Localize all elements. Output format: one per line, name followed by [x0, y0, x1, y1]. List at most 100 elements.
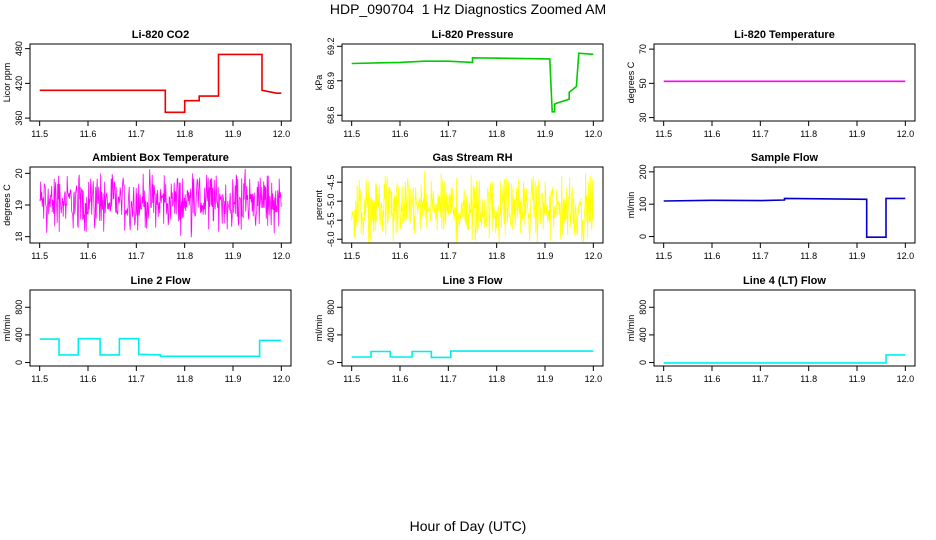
x-tick-label: 11.9	[225, 251, 242, 261]
y-tick-label: 200	[638, 164, 648, 179]
panel-0: Li-820 CO2 Licor ppm 11.5 11.6 11.7 11.8 11.9 1…	[2, 29, 292, 139]
y-axis-label: degrees C	[626, 61, 636, 103]
x-tick-label: 11.8	[488, 374, 505, 384]
x-tick-label: 11.6	[392, 374, 409, 384]
x-tick-label: 11.7	[752, 374, 769, 384]
y-axis-label: ml/min	[2, 315, 12, 342]
x-tick-label: 11.5	[655, 374, 672, 384]
panel-4: Gas Stream RH percent 11.5 11.6 11.7 11.8 11.9…	[314, 152, 604, 261]
x-tick-label: 11.8	[800, 251, 817, 261]
y-tick-label: 30	[638, 113, 648, 123]
y-tick-label: 800	[638, 300, 648, 315]
x-tick-label: 12.0	[897, 374, 915, 384]
plot-frame	[653, 166, 916, 244]
x-tick-label: 11.5	[31, 251, 48, 261]
y-axis-label: kPa	[314, 75, 324, 91]
y-axis-label: ml/min	[314, 315, 324, 342]
y-tick-label: 400	[326, 327, 336, 342]
x-tick-label: 11.9	[849, 129, 866, 139]
x-tick-label: 12.0	[273, 251, 291, 261]
x-tick-label: 11.8	[800, 129, 817, 139]
series-line	[351, 52, 594, 113]
panel-title: Li-820 Pressure	[432, 29, 514, 41]
series-line	[663, 354, 906, 364]
panel-2: Li-820 Temperature degrees C 11.5 11.6 11.7 1…	[626, 29, 916, 139]
x-tick-label: 11.9	[537, 129, 554, 139]
x-tick-label: 11.9	[537, 251, 554, 261]
x-tick-label: 12.0	[585, 251, 603, 261]
y-tick-label: 69.2	[326, 38, 336, 56]
y-axis-label: ml/min	[626, 192, 636, 219]
x-tick-label: 11.6	[704, 129, 721, 139]
x-tick-label: 12.0	[585, 374, 603, 384]
plot-frame	[341, 43, 604, 122]
plot-frame	[29, 289, 292, 367]
x-tick-label: 12.0	[273, 129, 291, 139]
panel-title: Sample Flow	[751, 152, 819, 164]
series-line	[351, 350, 594, 359]
y-axis-label: Licor ppm	[2, 63, 12, 103]
x-tick-label: 11.5	[655, 251, 672, 261]
x-tick-label: 11.9	[849, 251, 866, 261]
y-tick-label: -5.0	[326, 193, 336, 209]
x-tick-label: 12.0	[585, 129, 603, 139]
x-tick-label: 11.5	[31, 374, 48, 384]
plot-frame	[341, 166, 604, 244]
y-axis-label: degrees C	[2, 184, 12, 226]
page-title: HDP_090704 1 Hz Diagnostics Zoomed AM	[329, 1, 607, 17]
y-tick-label: 480	[14, 41, 24, 56]
panel-7: Line 3 Flow ml/min 11.5 11.6 11.7 11.8 11.9 12.…	[314, 275, 604, 384]
x-tick-label: 11.7	[440, 374, 457, 384]
y-tick-label: 420	[14, 76, 24, 91]
y-axis-label: percent	[314, 189, 324, 220]
y-tick-label: 800	[326, 300, 336, 315]
plot-frame	[29, 43, 292, 122]
x-tick-label: 11.7	[752, 129, 769, 139]
panel-title: Line 2 Flow	[131, 275, 191, 287]
x-tick-label: 11.7	[128, 251, 145, 261]
series-line	[39, 53, 282, 114]
x-tick-label: 12.0	[897, 129, 915, 139]
y-tick-label: 0	[638, 360, 648, 365]
y-axis-label: ml/min	[626, 315, 636, 342]
y-tick-label: 20	[14, 168, 24, 178]
x-tick-label: 11.5	[343, 129, 360, 139]
plot-frame	[653, 289, 916, 367]
x-tick-label: 11.6	[80, 374, 97, 384]
x-tick-label: 11.6	[704, 251, 721, 261]
x-tick-label: 11.8	[176, 251, 193, 261]
plot-frame	[653, 43, 916, 122]
panel-title: Li-820 Temperature	[734, 29, 835, 41]
y-tick-label: 68.9	[326, 72, 336, 90]
x-tick-label: 11.8	[176, 129, 193, 139]
x-tick-label: 11.6	[80, 251, 97, 261]
panel-3: Ambient Box Temperature degrees C 11.5 11.6…	[2, 152, 292, 261]
x-tick-label: 11.8	[176, 374, 193, 384]
x-tick-label: 12.0	[273, 374, 291, 384]
panel-title: Line 4 (LT) Flow	[743, 275, 826, 287]
y-tick-label: 70	[638, 44, 648, 54]
panel-1: Li-820 Pressure kPa 11.5 11.6 11.7 11.8 11.9 12…	[314, 29, 604, 139]
x-tick-label: 11.7	[128, 129, 145, 139]
x-axis-caption: Hour of Day (UTC)	[409, 518, 527, 534]
x-tick-label: 11.9	[225, 129, 242, 139]
y-tick-label: 400	[638, 327, 648, 342]
y-tick-label: 19	[14, 200, 24, 210]
x-tick-label: 11.6	[392, 129, 409, 139]
x-tick-label: 11.7	[440, 129, 457, 139]
x-tick-label: 11.9	[537, 374, 554, 384]
y-tick-label: -5.5	[326, 212, 336, 228]
panel-6: Line 2 Flow ml/min 11.5 11.6 11.7 11.8 11.9 12.…	[2, 275, 292, 384]
y-tick-label: 0	[14, 360, 24, 365]
panel-title: Line 3 Flow	[443, 275, 503, 287]
x-tick-label: 11.6	[80, 129, 97, 139]
x-tick-label: 11.6	[392, 251, 409, 261]
y-tick-label: 100	[638, 197, 648, 212]
x-tick-label: 11.5	[31, 129, 48, 139]
x-tick-label: 11.9	[849, 374, 866, 384]
panel-title: Ambient Box Temperature	[92, 152, 229, 164]
y-tick-label: 400	[14, 327, 24, 342]
y-tick-label: 0	[638, 234, 648, 239]
y-tick-label: -4.5	[326, 174, 336, 190]
